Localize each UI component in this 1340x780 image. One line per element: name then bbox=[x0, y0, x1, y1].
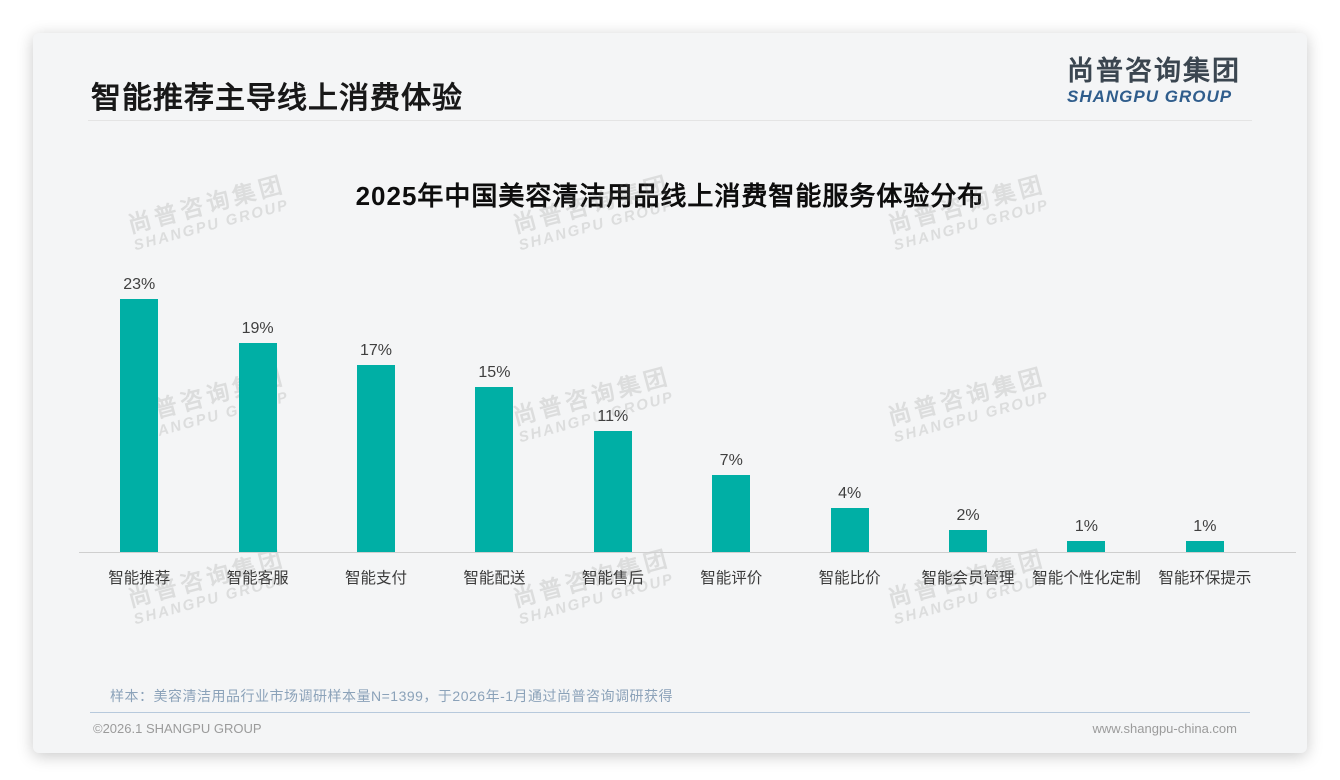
category-label: 智能推荐 bbox=[108, 570, 171, 587]
bar-value-label: 1% bbox=[1193, 518, 1217, 535]
bar-智能个性化定制 bbox=[1067, 541, 1106, 552]
bar-智能比价 bbox=[830, 508, 869, 552]
copyright-text: ©2026.1 SHANGPU GROUP bbox=[93, 721, 262, 736]
bar-智能售后 bbox=[593, 431, 632, 552]
title-divider bbox=[88, 120, 1252, 121]
logo-text-en: SHANGPU GROUP bbox=[1067, 86, 1233, 106]
sample-note: 样本：美容清洁用品行业市场调研样本量N=1399，于2026年-1月通过尚普咨询… bbox=[110, 688, 674, 704]
page-title: 智能推荐主导线上消费体验 bbox=[91, 82, 463, 115]
bar-chart: 23% 19% 17% 15% 11% 7% 4% 2% 1% 1% 智能推荐 智能客服 智能支付 智能… bbox=[79, 276, 1296, 588]
category-label: 智能售后 bbox=[581, 570, 644, 587]
logo-text-cn: 尚普咨询集团 bbox=[1067, 56, 1241, 86]
bar-智能配送 bbox=[475, 387, 514, 552]
category-label: 智能评价 bbox=[700, 570, 763, 587]
bar-value-label: 11% bbox=[597, 408, 629, 425]
bar-智能推荐 bbox=[120, 299, 159, 552]
bar-value-label: 19% bbox=[241, 320, 274, 337]
shangpu-logo: 尚普咨询集团 SHANGPU GROUP bbox=[1067, 56, 1241, 107]
bar-value-label: 17% bbox=[360, 342, 393, 359]
bar-value-label: 15% bbox=[478, 364, 511, 381]
bar-group-智能评价: 7% bbox=[672, 452, 790, 552]
bar-value-label: 23% bbox=[123, 276, 156, 293]
bar-group-智能环保提示: 1% bbox=[1146, 518, 1264, 552]
bar-value-label: 4% bbox=[838, 485, 862, 502]
bar-group-智能售后: 11% bbox=[554, 408, 672, 552]
bar-智能客服 bbox=[238, 343, 277, 552]
bar-智能评价 bbox=[712, 475, 751, 552]
footer-divider bbox=[90, 712, 1250, 713]
slide-card: 尚普咨询集团 SHANGPU GROUP 尚普咨询集团 SHANGPU GROUP 尚普… bbox=[33, 33, 1307, 753]
category-label: 智能会员管理 bbox=[921, 570, 1015, 587]
bar-group-智能比价: 4% bbox=[790, 485, 908, 552]
category-label: 智能配送 bbox=[463, 570, 526, 587]
category-label: 智能客服 bbox=[226, 570, 289, 587]
category-label: 智能个性化定制 bbox=[1032, 570, 1141, 587]
bar-value-label: 7% bbox=[719, 452, 743, 469]
category-labels-row: 智能推荐 智能客服 智能支付 智能配送 智能售后 智能评价 智能比价 智能会员管理 智能个性化定… bbox=[80, 566, 1264, 588]
bar-value-label: 2% bbox=[956, 507, 980, 524]
bar-智能环保提示 bbox=[1185, 541, 1224, 552]
bar-group-智能支付: 17% bbox=[317, 342, 435, 552]
bar-智能支付 bbox=[357, 365, 396, 552]
bars-row: 23% 19% 17% 15% 11% 7% 4% 2% 1% 1% bbox=[80, 276, 1264, 552]
bar-group-智能客服: 19% bbox=[198, 320, 316, 552]
bar-group-智能会员管理: 2% bbox=[909, 507, 1027, 552]
bar-智能会员管理 bbox=[949, 530, 988, 552]
chart-title: 2025年中国美容清洁用品线上消费智能服务体验分布 bbox=[355, 181, 985, 211]
bar-value-label: 1% bbox=[1074, 518, 1099, 535]
category-label: 智能支付 bbox=[345, 570, 408, 587]
category-label: 智能比价 bbox=[818, 570, 881, 587]
category-label: 智能环保提示 bbox=[1158, 570, 1252, 587]
bar-group-智能推荐: 23% bbox=[80, 276, 198, 552]
website-text: www.shangpu-china.com bbox=[1092, 721, 1237, 736]
bar-group-智能配送: 15% bbox=[435, 364, 553, 552]
x-axis-line bbox=[79, 552, 1296, 553]
bar-group-智能个性化定制: 1% bbox=[1027, 518, 1145, 552]
